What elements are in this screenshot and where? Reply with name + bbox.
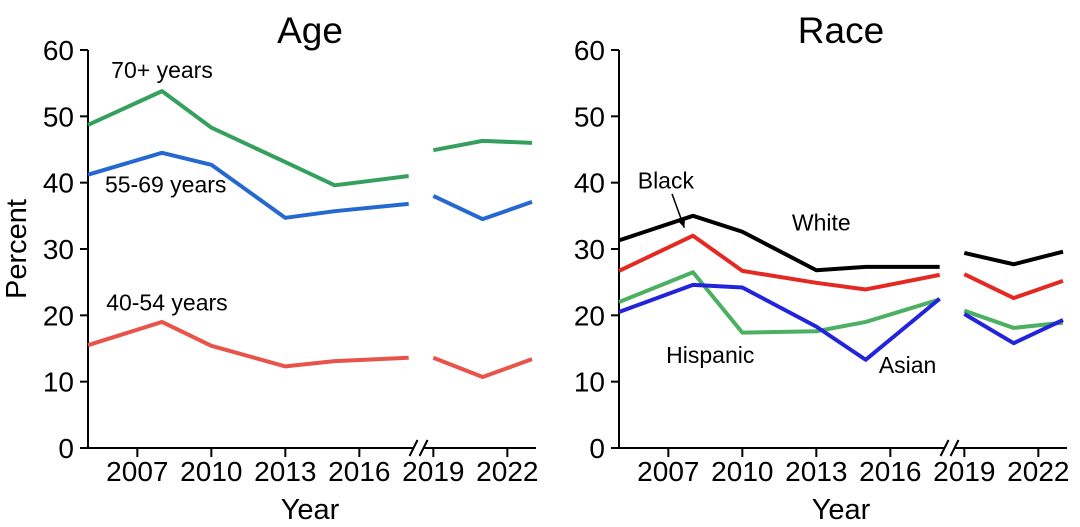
y-tick-label: 30 [43, 234, 74, 265]
annotation-label-hispanic: Hispanic [666, 342, 754, 368]
axis-break-slash [939, 439, 950, 457]
x-tick-label: 2007 [106, 456, 168, 487]
series-line-40-54-years [87, 319, 409, 369]
series-line-white [618, 213, 940, 273]
x-tick-label: 2007 [637, 456, 699, 487]
series-line-asian [963, 312, 1064, 346]
x-tick-label: 2022 [476, 456, 538, 487]
y-tick-label: 20 [43, 300, 74, 331]
y-axis-title: Percent [1, 199, 33, 299]
panel-age: 0 10 20 30 40 50 60 2007 2010 2013 2016 2019 2022 70+… [1, 10, 538, 526]
y-tick-label: 0 [58, 433, 74, 464]
axis-break-gap [412, 445, 425, 451]
x-tick-label: 2013 [254, 456, 316, 487]
series-line-55-69-years [87, 150, 409, 220]
y-tick-label: 60 [574, 35, 605, 66]
annotation-arrowhead [676, 216, 686, 228]
y-tick-label: 30 [574, 234, 605, 265]
y-tick-label: 0 [589, 433, 605, 464]
x-tick-label: 2013 [785, 456, 847, 487]
annotation-label-black: Black [638, 168, 695, 194]
x-tick-label: 2022 [1007, 456, 1069, 487]
y-tick-label: 20 [574, 300, 605, 331]
annotation-label-55-69-years: 55-69 years [105, 172, 226, 198]
chart-title-race: Race [798, 10, 884, 51]
y-tick-label: 40 [43, 168, 74, 199]
y-tick-label: 60 [43, 35, 74, 66]
x-tick-label: 2016 [859, 456, 921, 487]
y-tick-label: 10 [574, 367, 605, 398]
axis-break-slash [408, 439, 419, 457]
series-line-hispanic [963, 308, 1064, 330]
series-line-40-54-years [432, 355, 533, 380]
series-line-asian [618, 282, 941, 362]
series-line-white [963, 249, 1064, 267]
series-line-55-69-years [432, 194, 533, 222]
x-tick-label: 2019 [933, 456, 995, 487]
y-tick-label: 40 [574, 168, 605, 199]
annotation-label-70-years: 70+ years [111, 57, 213, 83]
annotation-label-white: White [792, 209, 851, 235]
x-axis-title: Year [812, 494, 871, 526]
axis-break-slash [418, 439, 429, 457]
panel-race: 0 10 20 30 40 50 60 2007 2010 2013 2016 2019 2022 Bla… [574, 10, 1070, 526]
y-tick-label: 50 [43, 101, 74, 132]
series-line-70-years [87, 89, 409, 188]
chart-title-age: Age [277, 10, 343, 51]
x-tick-label: 2010 [180, 456, 242, 487]
x-axis-title: Year [281, 494, 340, 526]
series-line-black [618, 233, 941, 292]
series-line-black [963, 272, 1064, 301]
x-tick-label: 2019 [402, 456, 464, 487]
axis-break-slash [949, 439, 960, 457]
series-line-70-years [432, 138, 533, 153]
axis-break-gap [943, 445, 956, 451]
y-tick-label: 10 [43, 367, 74, 398]
y-tick-label: 50 [574, 101, 605, 132]
annotation-label-40-54-years: 40-54 years [106, 290, 227, 316]
annotation-label-asian: Asian [879, 352, 937, 378]
series-line-hispanic [618, 270, 941, 335]
x-tick-label: 2010 [711, 456, 773, 487]
x-tick-label: 2016 [328, 456, 390, 487]
